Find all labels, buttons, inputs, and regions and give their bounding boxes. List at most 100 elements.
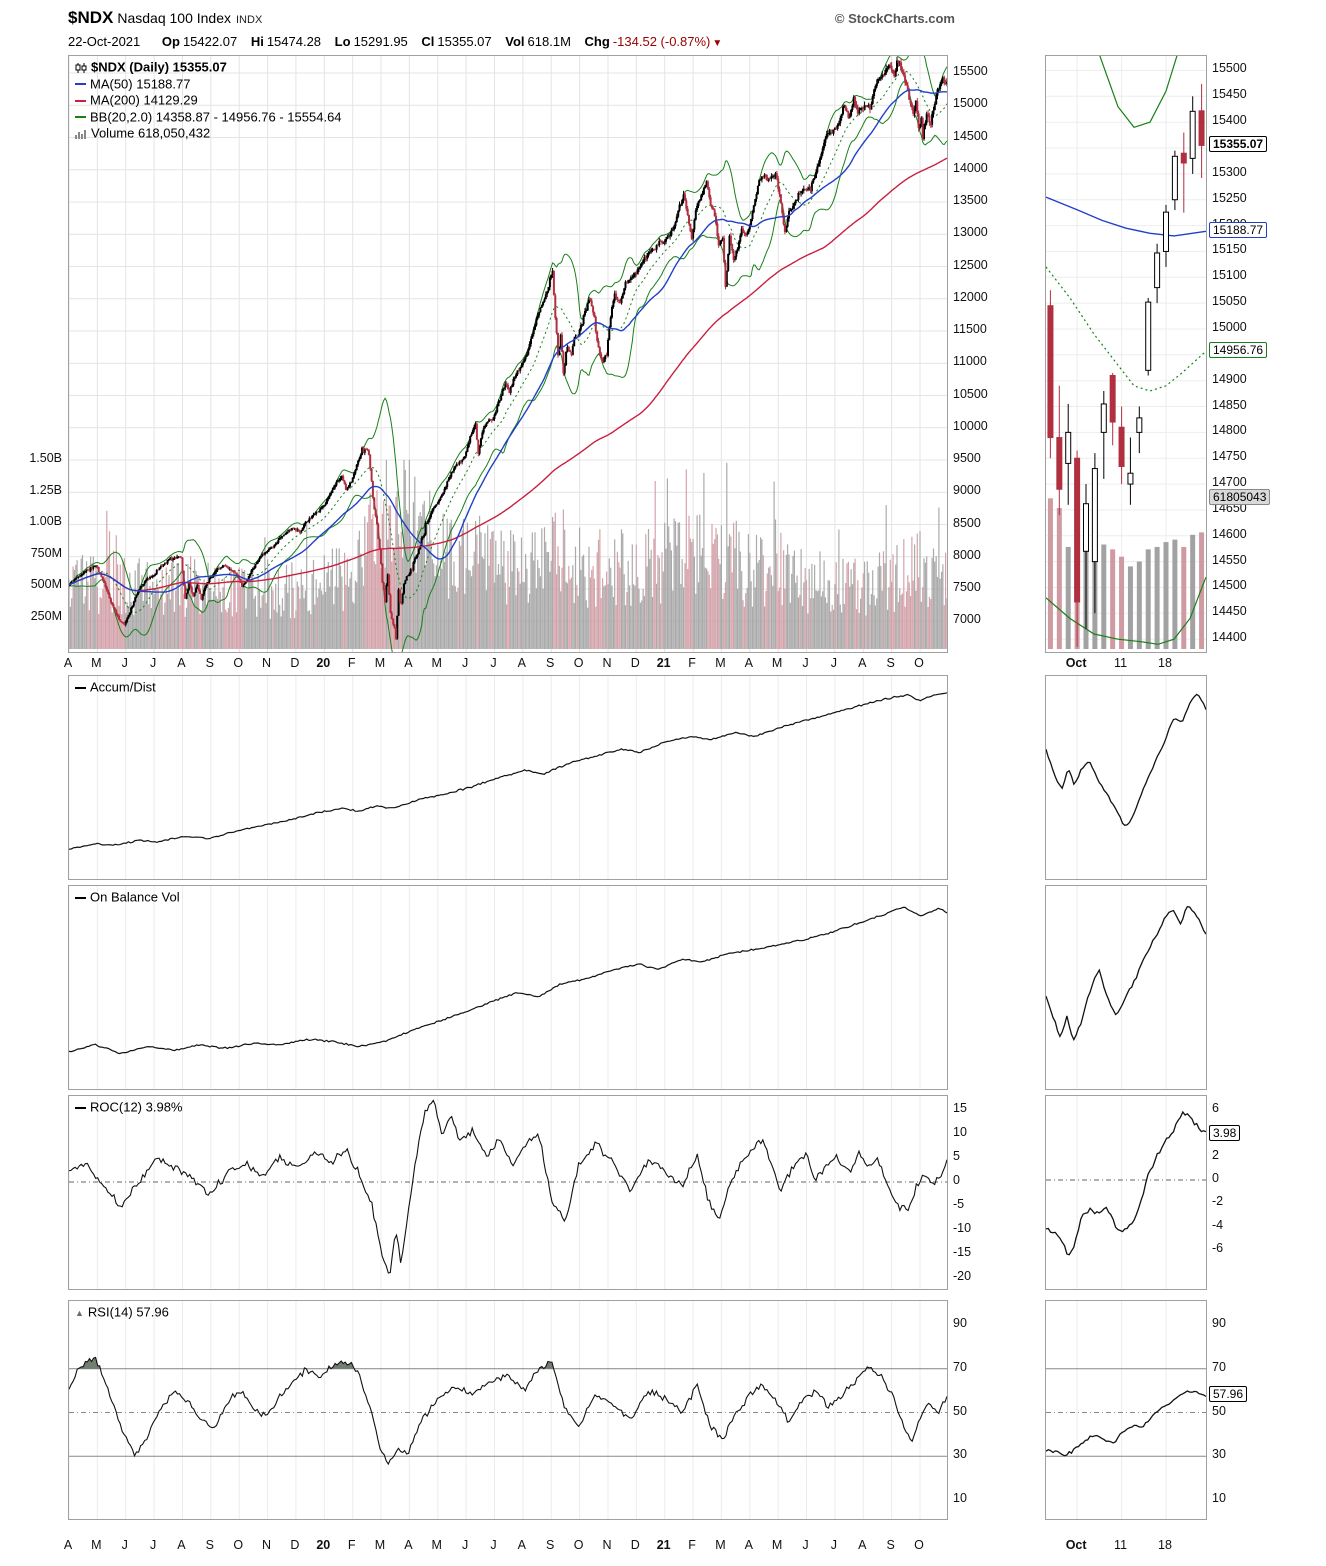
- main-price-chart: $NDX (Daily) 15355.07 MA(50) 15188.77 MA…: [68, 55, 948, 653]
- change-down-arrow-icon: ▼: [712, 38, 723, 49]
- axis-tick-label: -4: [1212, 1217, 1224, 1232]
- axis-tick-label: A: [63, 1538, 73, 1552]
- axis-tick-label: 14500: [953, 128, 988, 143]
- axis-tick-label: S: [546, 656, 555, 670]
- axis-tick-label: S: [886, 656, 895, 670]
- axis-tick-label: 20: [316, 656, 331, 670]
- axis-tick-label: 6: [1212, 1101, 1219, 1115]
- low-label: Lo: [334, 34, 351, 49]
- axis-tick-label: -6: [1212, 1241, 1224, 1256]
- axis-tick-label: 9000: [953, 483, 981, 498]
- axis-tick-label: 70: [1212, 1359, 1226, 1374]
- ma200-line-swatch: [75, 99, 86, 102]
- axis-tick-label: A: [404, 1538, 413, 1552]
- axis-tick-label: 12000: [953, 289, 988, 304]
- axis-tick-label: 7000: [953, 612, 981, 627]
- axis-tick-label: N: [262, 656, 272, 670]
- axis-tick-label: S: [205, 656, 214, 670]
- axis-tick-label: 14700: [1212, 475, 1247, 490]
- roc-legend: ROC(12) 3.98%: [75, 1099, 182, 1116]
- close-label: Cl: [421, 34, 435, 49]
- volume-tag: 61805043: [1209, 489, 1271, 505]
- axis-tick-label: A: [517, 656, 527, 670]
- axis-tick-label: A: [858, 1538, 867, 1552]
- axis-tick-label: N: [262, 1538, 272, 1552]
- axis-tick-label: 1.00B: [29, 514, 62, 528]
- axis-tick-label: 15300: [1212, 164, 1247, 179]
- volume-label: Vol: [505, 34, 525, 49]
- axis-tick-label: O: [573, 656, 584, 670]
- symbol-name: Nasdaq 100 Index: [117, 10, 231, 26]
- axis-tick-label: 10: [1212, 1491, 1226, 1505]
- axis-tick-label: 500M: [30, 577, 62, 591]
- axis-tick-label: 50: [953, 1403, 967, 1418]
- axis-tick-label: M: [715, 656, 726, 670]
- high-label: Hi: [250, 34, 264, 49]
- axis-tick-label: F: [688, 1538, 696, 1552]
- axis-tick-label: 90: [953, 1316, 967, 1330]
- obv-inset-panel: [1045, 885, 1207, 1090]
- axis-tick-label: 13000: [953, 225, 988, 240]
- axis-tick-label: 7500: [953, 580, 981, 594]
- axis-tick-label: 15450: [1212, 87, 1247, 102]
- axis-tick-label: D: [290, 656, 300, 670]
- roc-label: ROC(12) 3.98%: [90, 1099, 183, 1115]
- axis-tick-label: J: [802, 1538, 809, 1552]
- candlestick-chart-icon: [75, 62, 87, 73]
- low-value: 15291.95: [353, 34, 408, 49]
- axis-tick-label: 50: [1212, 1403, 1226, 1418]
- axis-tick-label: M: [715, 1538, 726, 1552]
- chart-title: $NDX Nasdaq 100 Index INDX: [68, 8, 262, 28]
- axis-tick-label: 10: [953, 1125, 967, 1139]
- rsi-label: RSI(14) 57.96: [87, 1304, 169, 1320]
- axis-tick-label: 14550: [1212, 552, 1247, 567]
- axis-tick-label: J: [830, 656, 837, 670]
- inset-price-chart: [1045, 55, 1207, 653]
- axis-tick-label: D: [290, 1538, 300, 1552]
- axis-tick-label: M: [431, 656, 442, 670]
- axis-tick-label: 11: [1114, 1538, 1128, 1552]
- axis-tick-label: J: [830, 1538, 837, 1552]
- ma50-line-swatch: [75, 83, 86, 86]
- axis-tick-label: 21: [656, 656, 671, 670]
- axis-tick-label: 14800: [1212, 423, 1247, 438]
- axis-tick-label: 11500: [953, 322, 987, 336]
- axis-tick-label: 14400: [1212, 630, 1247, 645]
- axis-tick-label: A: [858, 656, 867, 670]
- legend-bb: BB(20,2.0) 14358.87 - 14956.76 - 15554.6…: [90, 109, 342, 125]
- axis-tick-label: 15100: [1212, 268, 1247, 283]
- stockcharts-credit: © StockCharts.com: [834, 11, 955, 26]
- axis-tick-label: 0: [953, 1173, 960, 1187]
- exchange: INDX: [236, 14, 263, 26]
- accum-dist-inset-panel: [1045, 675, 1207, 880]
- axis-tick-label: 14450: [1212, 604, 1247, 619]
- obv-line-swatch: [75, 896, 86, 899]
- axis-tick-label: O: [914, 1538, 924, 1552]
- axis-tick-label: 14500: [1212, 578, 1247, 593]
- axis-tick-label: F: [347, 656, 356, 670]
- axis-tick-label: D: [630, 656, 640, 670]
- axis-tick-label: S: [886, 1538, 895, 1552]
- rsi-legend: ▲ RSI(14) 57.96: [75, 1304, 169, 1321]
- axis-tick-label: 14000: [953, 160, 988, 175]
- axis-tick-label: -15: [953, 1245, 972, 1259]
- axis-tick-label: 15150: [1212, 242, 1247, 257]
- high-value: 15474.28: [266, 34, 322, 49]
- axis-tick-label: F: [688, 656, 696, 670]
- axis-tick-label: 30: [953, 1447, 967, 1462]
- axis-tick-label: M: [771, 1538, 783, 1552]
- axis-tick-label: J: [121, 1538, 128, 1552]
- volume-value: 618.1M: [527, 34, 571, 49]
- axis-tick-label: 10500: [953, 386, 988, 401]
- axis-tick-label: 5: [953, 1149, 960, 1163]
- axis-tick-label: N: [602, 656, 612, 670]
- axis-tick-label: 11000: [953, 354, 987, 369]
- axis-tick-label: 9500: [953, 451, 981, 465]
- axis-tick-label: 250M: [30, 608, 62, 623]
- axis-tick-label: 18: [1158, 656, 1172, 670]
- axis-tick-label: 10000: [953, 418, 988, 433]
- axis-tick-label: M: [91, 656, 102, 670]
- axis-tick-label: 1.50B: [29, 451, 62, 465]
- axis-tick-label: D: [630, 1538, 640, 1552]
